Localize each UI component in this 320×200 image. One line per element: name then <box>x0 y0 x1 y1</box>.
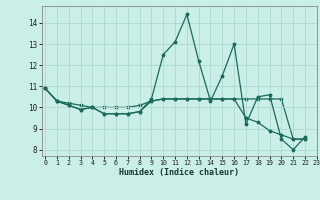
X-axis label: Humidex (Indice chaleur): Humidex (Indice chaleur) <box>119 168 239 177</box>
